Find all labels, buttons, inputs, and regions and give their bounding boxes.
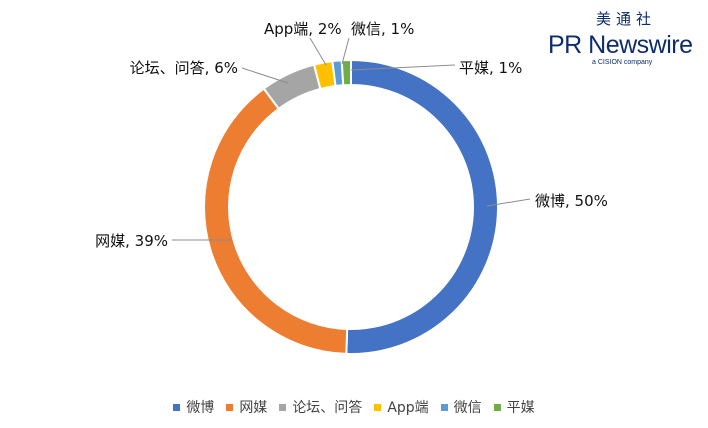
legend-item-2: 网媒: [226, 397, 267, 417]
leader-line-1: [486, 198, 531, 207]
leader-line-3: [241, 67, 289, 84]
chart-legend: 微博 网媒 论坛、问答 App端 微信 平媒: [0, 397, 708, 417]
slice-2: [203, 87, 349, 355]
logo-chinese-text: 美通社: [596, 10, 657, 28]
legend-item-3: 论坛、问答: [279, 397, 362, 417]
data-label-1: 微博, 50%: [535, 192, 608, 210]
legend-swatch-2: [226, 403, 234, 411]
legend-label-5: 微信: [453, 400, 482, 416]
legend-swatch-6: [493, 403, 501, 411]
legend-label-1: 微博: [186, 400, 215, 416]
legend-item-6: 平媒: [493, 397, 535, 417]
data-label-3: 论坛、问答, 6%: [130, 59, 238, 77]
data-label-5: 微信, 1%: [351, 20, 414, 38]
logo-pr-newswire: PR Newswire: [548, 31, 693, 59]
legend-label-2: 网媒: [239, 400, 268, 416]
data-labels: 微博, 50% 网媒, 39% 论坛、问答, 6% App端, 2% 微信, 1% 平媒,…: [95, 20, 608, 250]
leader-line-5: [341, 37, 350, 65]
legend-swatch-5: [440, 403, 448, 411]
leader-lines: [172, 37, 531, 241]
slice-6: [340, 58, 352, 87]
data-label-6: 平媒, 1%: [459, 59, 522, 77]
leader-line-4: [309, 37, 327, 66]
donut-slices: [203, 58, 499, 355]
legend-item-5: 微信: [440, 397, 482, 417]
data-label-4: App端, 2%: [264, 20, 342, 38]
legend-label-4: App端: [387, 400, 429, 416]
data-label-2: 网媒, 39%: [95, 232, 168, 250]
legend-swatch-1: [173, 403, 181, 411]
legend-label-6: 平媒: [506, 400, 535, 416]
legend-swatch-4: [374, 403, 382, 411]
legend-label-3: 论坛、问答: [292, 400, 363, 416]
slice-1: [345, 58, 499, 355]
leader-line-6: [350, 64, 456, 71]
legend-item-4: App端: [374, 397, 429, 417]
legend-swatch-3: [279, 403, 287, 411]
logo-tagline: a CISION company: [592, 59, 653, 66]
legend-item-1: 微博: [173, 397, 214, 417]
